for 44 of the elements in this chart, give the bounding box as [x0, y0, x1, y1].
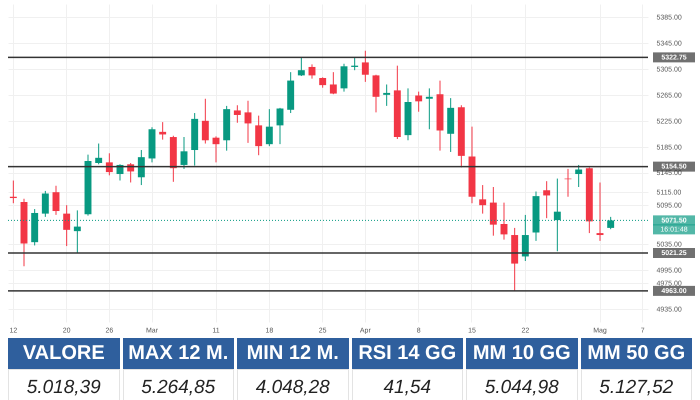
- candlestick: [63, 204, 70, 247]
- candlestick: [52, 185, 60, 216]
- candlestick: [298, 56, 305, 77]
- candlestick: [308, 64, 316, 80]
- candlestick: [372, 74, 380, 113]
- candlestick: [95, 143, 102, 165]
- text: 4.048,28: [256, 377, 330, 398]
- text: 5.018,39: [26, 377, 101, 398]
- candlestick: [212, 136, 220, 163]
- candlestick: [42, 190, 49, 218]
- candlestick: [490, 186, 497, 236]
- candlestick: [543, 180, 550, 219]
- candlestick: [500, 202, 508, 240]
- candlestick: [575, 164, 582, 188]
- candlestick: [180, 136, 188, 170]
- candlestick: [159, 122, 166, 140]
- category-label: MIN 12 M.: [237, 338, 348, 369]
- candlestick: [266, 108, 273, 147]
- candlestick: [383, 84, 390, 106]
- text: 5.127,52: [599, 377, 674, 398]
- candlestick: [479, 184, 486, 214]
- category-label: RSI 14 GG: [352, 338, 463, 369]
- candlestick: [234, 104, 241, 124]
- candlestick: [362, 50, 369, 82]
- candlestick: [276, 107, 284, 145]
- category-label: VALORE: [8, 338, 120, 369]
- candlestick: [330, 72, 337, 95]
- text: 5.264,85: [141, 377, 216, 398]
- text: 41,54: [383, 377, 432, 398]
- candlestick: [596, 182, 604, 242]
- candlestick: [244, 100, 252, 144]
- candlestick: [10, 180, 17, 204]
- candlestick: [426, 88, 433, 130]
- candlestick: [340, 63, 348, 92]
- text: 5.044,98: [484, 377, 559, 398]
- candlestick: [138, 150, 145, 186]
- candlestick: [202, 98, 209, 144]
- category-label: MM 10 GG: [466, 338, 578, 369]
- candlestick: [319, 76, 326, 88]
- candlestick: [351, 57, 358, 71]
- candlestick: [415, 91, 422, 112]
- category-label: MM 50 GG: [580, 338, 692, 369]
- category-label: MAX 12 M.: [122, 338, 234, 369]
- candlestick: [255, 115, 262, 156]
